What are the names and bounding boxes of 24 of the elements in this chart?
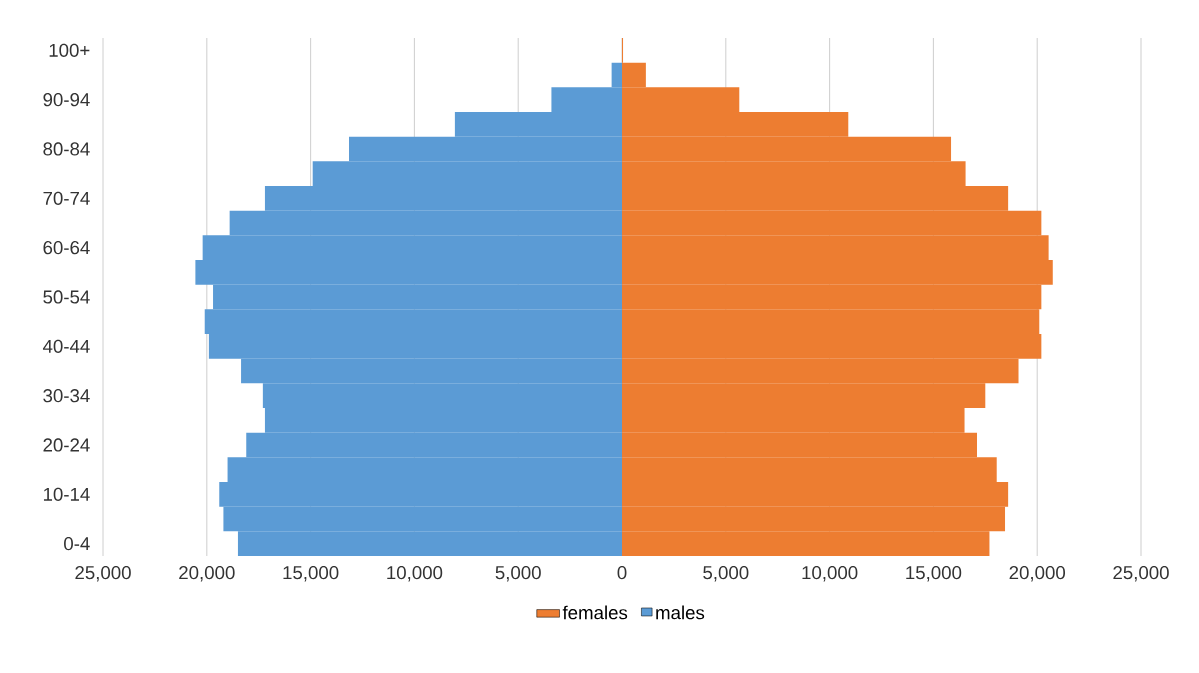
y-tick-label: 0-4	[64, 537, 90, 551]
x-tick-label: 25,000	[1113, 566, 1169, 582]
y-tick-label: 30-34	[43, 389, 90, 403]
x-tick-label: 0	[617, 566, 627, 580]
x-tick-label: 10,000	[387, 566, 443, 582]
x-tick-label: 20,000	[179, 566, 235, 582]
y-tick-label: 10-14	[43, 487, 90, 501]
x-tick-label: 15,000	[283, 566, 339, 582]
x-tick-label: 5,000	[703, 566, 749, 582]
legend-label: females	[562, 605, 628, 620]
y-tick-label: 70-74	[43, 191, 90, 205]
y-tick-label: 90-94	[43, 93, 90, 107]
y-tick-label: 80-84	[43, 142, 90, 156]
y-tick-label: 50-54	[43, 290, 90, 304]
x-tick-label: 5,000	[495, 566, 541, 582]
y-tick-label: 20-24	[43, 438, 90, 452]
y-tick-label: 60-64	[43, 241, 90, 255]
x-tick-label: 20,000	[1009, 566, 1066, 582]
x-tick-label: 10,000	[802, 566, 858, 582]
y-tick-label: 40-44	[42, 339, 90, 353]
x-tick-label: 15,000	[906, 566, 962, 582]
legend-label: males	[656, 605, 705, 620]
x-tick-label: 25,000	[75, 566, 131, 582]
y-tick-label: 100+	[49, 43, 90, 57]
